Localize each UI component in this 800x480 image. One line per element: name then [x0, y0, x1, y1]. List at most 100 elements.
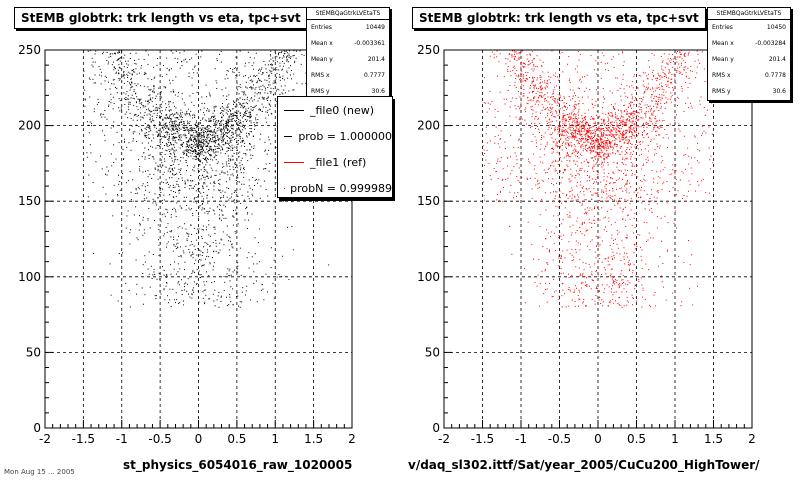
data-point	[158, 107, 160, 109]
data-point	[608, 256, 610, 258]
data-point	[174, 128, 176, 130]
data-point	[622, 157, 624, 159]
data-point	[250, 157, 252, 159]
data-point	[224, 141, 226, 143]
data-point	[284, 92, 286, 94]
data-point	[623, 116, 625, 118]
data-point	[578, 131, 579, 133]
data-point	[233, 199, 235, 201]
data-point	[235, 100, 237, 102]
data-point	[220, 295, 222, 297]
data-point	[597, 266, 599, 268]
data-point	[546, 288, 548, 290]
data-point	[240, 169, 242, 171]
data-point	[603, 155, 605, 157]
data-point	[299, 50, 301, 52]
data-point	[623, 305, 625, 307]
data-point	[667, 222, 669, 224]
data-point	[149, 286, 151, 288]
data-point	[166, 181, 168, 183]
data-point	[257, 182, 259, 184]
data-point	[198, 155, 200, 157]
data-point	[282, 75, 284, 77]
data-point	[509, 60, 511, 62]
data-point	[578, 59, 580, 61]
data-point	[195, 151, 197, 153]
data-point	[541, 104, 543, 106]
data-point	[153, 173, 155, 175]
data-point	[234, 269, 236, 271]
data-point	[154, 193, 156, 195]
data-point	[155, 295, 157, 297]
data-point	[626, 191, 628, 193]
data-point	[175, 107, 177, 109]
data-point	[264, 89, 266, 91]
data-point	[215, 174, 217, 176]
data-point	[609, 121, 611, 123]
data-point	[650, 88, 652, 90]
data-point	[240, 86, 242, 88]
data-point	[619, 170, 621, 172]
data-point	[547, 80, 549, 82]
data-point	[650, 120, 652, 122]
data-point	[231, 118, 233, 120]
data-point	[557, 215, 559, 217]
data-point	[679, 56, 681, 58]
data-point	[559, 197, 561, 199]
data-point	[202, 252, 204, 254]
data-point	[576, 71, 578, 73]
data-point	[262, 84, 264, 86]
data-point	[251, 256, 253, 258]
data-point	[91, 57, 93, 59]
data-point	[551, 148, 553, 150]
data-point	[94, 74, 96, 76]
data-point	[94, 61, 96, 63]
data-point	[202, 117, 204, 119]
data-point	[147, 127, 149, 129]
data-point	[199, 152, 201, 154]
data-point	[223, 129, 225, 131]
data-point	[252, 155, 254, 157]
data-point	[661, 85, 663, 87]
data-point	[199, 135, 201, 137]
data-point	[646, 121, 648, 123]
data-point	[232, 247, 234, 249]
data-point	[195, 259, 197, 261]
data-point	[639, 197, 641, 199]
data-point	[635, 118, 637, 120]
data-point	[223, 125, 225, 127]
data-point	[116, 193, 118, 195]
data-point	[592, 132, 594, 134]
data-point	[120, 57, 122, 59]
data-point	[240, 136, 242, 138]
data-point	[569, 116, 571, 118]
data-point	[169, 288, 171, 290]
data-point	[113, 83, 115, 85]
data-point	[189, 184, 191, 186]
data-point	[278, 74, 280, 76]
data-point	[620, 115, 622, 117]
data-point	[597, 91, 599, 93]
data-point	[232, 166, 234, 168]
data-point	[144, 158, 146, 160]
data-point	[213, 281, 215, 283]
data-point	[511, 97, 513, 99]
data-point	[161, 159, 163, 161]
data-point	[185, 245, 187, 247]
data-point	[535, 92, 537, 94]
data-point	[222, 136, 224, 138]
data-point	[653, 294, 655, 296]
data-point	[588, 135, 590, 137]
data-point	[186, 290, 188, 292]
data-point	[186, 124, 188, 126]
data-point	[628, 126, 630, 128]
data-point	[206, 136, 208, 138]
data-point	[630, 146, 632, 148]
data-point	[219, 208, 221, 210]
data-point	[630, 170, 632, 172]
data-point	[226, 151, 228, 153]
data-point	[252, 177, 254, 179]
data-point	[489, 175, 491, 177]
data-point	[219, 53, 221, 55]
data-point	[180, 121, 182, 123]
